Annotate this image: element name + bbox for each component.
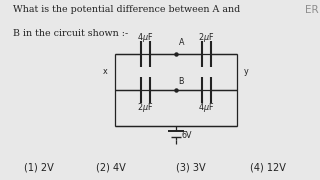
- Text: y: y: [244, 68, 249, 76]
- Text: (2) 4V: (2) 4V: [96, 163, 126, 173]
- Text: (1) 2V: (1) 2V: [24, 163, 54, 173]
- Text: ER: ER: [305, 5, 318, 15]
- Text: What is the potential difference between A and: What is the potential difference between…: [13, 5, 240, 14]
- Text: 2$\mu$F: 2$\mu$F: [138, 101, 154, 114]
- Text: 2$\mu$F: 2$\mu$F: [198, 31, 214, 44]
- Text: 4$\mu$F: 4$\mu$F: [198, 101, 214, 114]
- Text: B in the circuit shown :-: B in the circuit shown :-: [13, 29, 128, 38]
- Text: 6V: 6V: [182, 130, 192, 140]
- Text: (4) 12V: (4) 12V: [250, 163, 285, 173]
- Text: (3) 3V: (3) 3V: [176, 163, 206, 173]
- Text: 4$\mu$F: 4$\mu$F: [138, 31, 154, 44]
- Text: B: B: [179, 76, 184, 86]
- Text: A: A: [179, 38, 184, 47]
- Text: x: x: [103, 68, 108, 76]
